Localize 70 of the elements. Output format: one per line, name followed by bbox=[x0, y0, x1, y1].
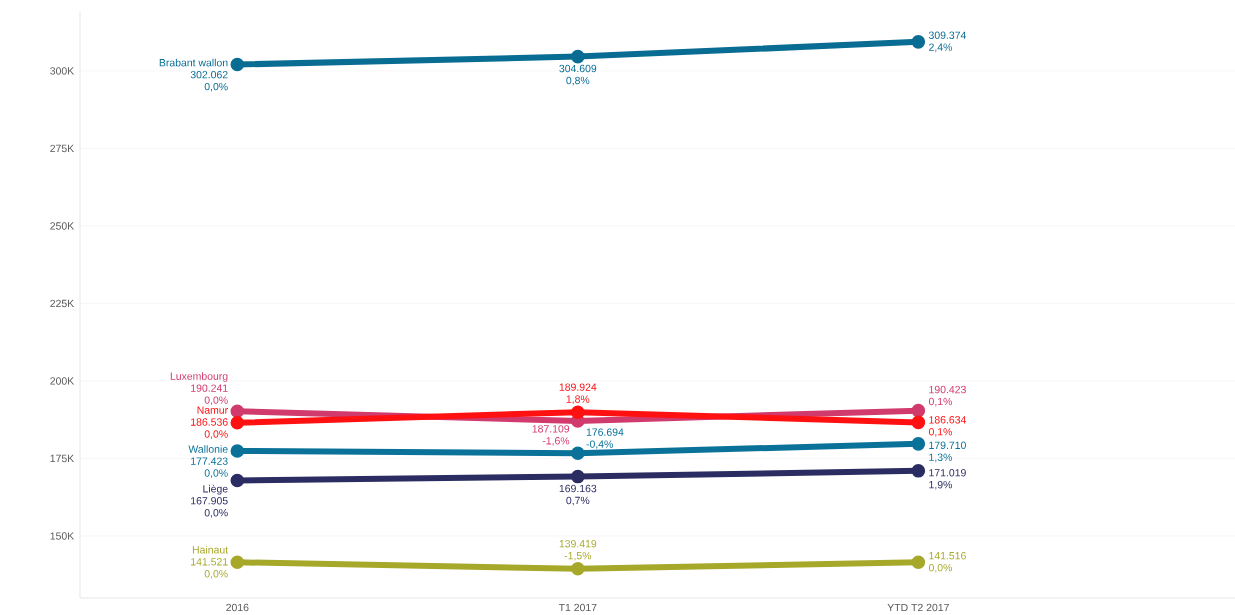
point bbox=[230, 555, 245, 570]
data-label: 302.062 bbox=[190, 70, 228, 79]
data-label: 141.521 bbox=[191, 558, 228, 566]
y-tick-label: 200K bbox=[50, 377, 75, 385]
x-tick-label: 2016 bbox=[226, 603, 249, 612]
annotation: 1,8% bbox=[566, 395, 590, 405]
annotation: 0,8% bbox=[566, 76, 590, 86]
data-label: 177.423 bbox=[191, 457, 228, 465]
series-label: Hainaut bbox=[192, 545, 229, 554]
y-tick-label: 175K bbox=[50, 454, 75, 463]
point bbox=[571, 469, 585, 484]
point bbox=[230, 57, 245, 72]
annotation: 0,0% bbox=[204, 469, 228, 478]
y-tick-label: 150K bbox=[50, 532, 75, 540]
text: Luxembourg bbox=[170, 372, 228, 382]
point bbox=[571, 562, 585, 576]
data-label: 167.905 bbox=[191, 497, 228, 505]
series-label: Namur bbox=[197, 406, 228, 414]
annotation: 0,7% bbox=[566, 496, 590, 506]
annotation: 0,0% bbox=[204, 508, 228, 518]
annotation: 2,4% bbox=[929, 43, 952, 53]
point bbox=[911, 35, 926, 49]
point bbox=[230, 404, 245, 419]
annotation: -1,5% bbox=[564, 552, 592, 561]
series-label: Brabant wallon bbox=[159, 58, 228, 67]
point bbox=[571, 414, 585, 428]
point bbox=[230, 444, 245, 458]
data-label: 186.634 bbox=[929, 416, 967, 424]
annotation: -0,4% bbox=[586, 440, 613, 450]
data-label: 139.419 bbox=[559, 540, 597, 548]
annotation: 0,0% bbox=[204, 82, 228, 92]
annotation: 0,0% bbox=[204, 430, 228, 439]
point bbox=[911, 437, 926, 451]
data-label: 309.374 bbox=[928, 31, 967, 39]
point bbox=[911, 415, 926, 430]
annotation: 0,1% bbox=[928, 428, 952, 437]
series-label: Wallonie bbox=[188, 445, 228, 453]
data-label: 169.163 bbox=[559, 484, 597, 493]
data-label: 171.019 bbox=[929, 469, 966, 477]
point bbox=[571, 49, 585, 64]
annotation: 0,0% bbox=[928, 563, 952, 573]
annotation: 1,9% bbox=[929, 480, 952, 490]
data-label: 179.710 bbox=[929, 441, 966, 449]
point bbox=[230, 415, 245, 430]
y-tick-label: 300K bbox=[50, 67, 75, 75]
point bbox=[911, 555, 926, 570]
data-label: 176.694 bbox=[586, 428, 624, 436]
y-tick-label: 250K bbox=[50, 222, 75, 230]
x-tick-label: T1 2017 bbox=[558, 603, 597, 612]
annotation: 0,0% bbox=[204, 570, 228, 579]
data-label: 190.423 bbox=[929, 385, 966, 394]
point bbox=[911, 464, 926, 478]
data-label: 189.924 bbox=[559, 383, 597, 391]
annotation: 1,3% bbox=[929, 453, 952, 463]
annotation: 0,0% bbox=[204, 396, 228, 406]
annotation: -1,6% bbox=[542, 437, 570, 446]
data-label: 304.609 bbox=[559, 64, 597, 73]
series-label: Liège bbox=[203, 484, 228, 495]
data-label: 190.241 bbox=[191, 384, 228, 392]
x-tick-label: YTD T2 2017 bbox=[887, 603, 949, 612]
point bbox=[230, 473, 245, 488]
y-tick-label: 225K bbox=[50, 299, 75, 308]
point bbox=[571, 446, 585, 461]
point bbox=[571, 405, 585, 419]
data-label: 186.536 bbox=[191, 418, 228, 426]
y-tick-label: 275K bbox=[50, 144, 75, 153]
data-label: 187.109 bbox=[532, 425, 570, 433]
data-label: 141.516 bbox=[929, 552, 966, 560]
point bbox=[911, 403, 926, 418]
annotation: 0,1% bbox=[928, 397, 952, 407]
